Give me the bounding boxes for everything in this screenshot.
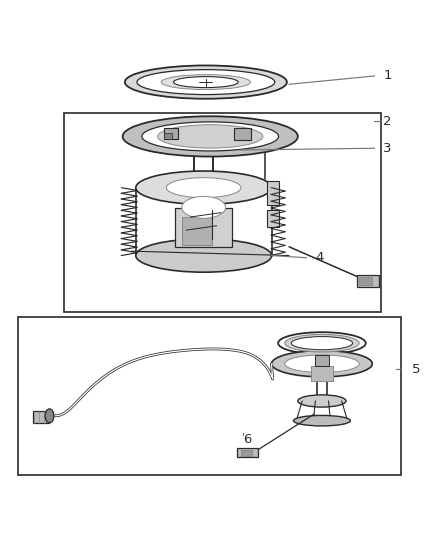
Ellipse shape bbox=[285, 355, 359, 373]
Text: 6: 6 bbox=[243, 433, 251, 446]
Ellipse shape bbox=[125, 66, 287, 99]
Text: 1: 1 bbox=[383, 69, 392, 83]
Bar bbox=[237, 448, 258, 457]
Ellipse shape bbox=[298, 395, 346, 407]
Bar bbox=[164, 133, 172, 139]
Ellipse shape bbox=[278, 332, 366, 354]
Bar bbox=[64, 113, 381, 312]
Ellipse shape bbox=[158, 125, 263, 148]
Bar bbox=[241, 450, 252, 456]
Bar bbox=[164, 128, 178, 139]
Ellipse shape bbox=[285, 334, 359, 352]
Bar bbox=[267, 209, 279, 227]
Text: 3: 3 bbox=[383, 142, 392, 155]
Ellipse shape bbox=[173, 77, 238, 87]
Bar bbox=[175, 208, 232, 247]
Ellipse shape bbox=[272, 351, 372, 377]
Bar bbox=[311, 366, 333, 381]
Bar bbox=[357, 275, 379, 287]
Text: 2: 2 bbox=[383, 115, 392, 127]
Bar bbox=[18, 317, 401, 474]
Text: 5: 5 bbox=[412, 363, 420, 376]
Ellipse shape bbox=[142, 122, 279, 151]
Text: 4: 4 bbox=[315, 251, 324, 264]
Ellipse shape bbox=[293, 415, 350, 426]
Ellipse shape bbox=[123, 116, 298, 157]
Bar bbox=[234, 128, 251, 140]
Ellipse shape bbox=[182, 197, 226, 219]
Bar bbox=[182, 216, 212, 245]
Bar bbox=[359, 278, 372, 285]
Bar bbox=[267, 181, 279, 205]
Ellipse shape bbox=[136, 171, 272, 204]
Ellipse shape bbox=[45, 409, 54, 423]
Ellipse shape bbox=[161, 75, 251, 90]
Ellipse shape bbox=[291, 336, 353, 350]
Ellipse shape bbox=[166, 177, 241, 198]
Ellipse shape bbox=[136, 239, 272, 272]
Ellipse shape bbox=[137, 70, 275, 94]
Bar bbox=[315, 355, 328, 366]
Bar bbox=[33, 410, 49, 423]
